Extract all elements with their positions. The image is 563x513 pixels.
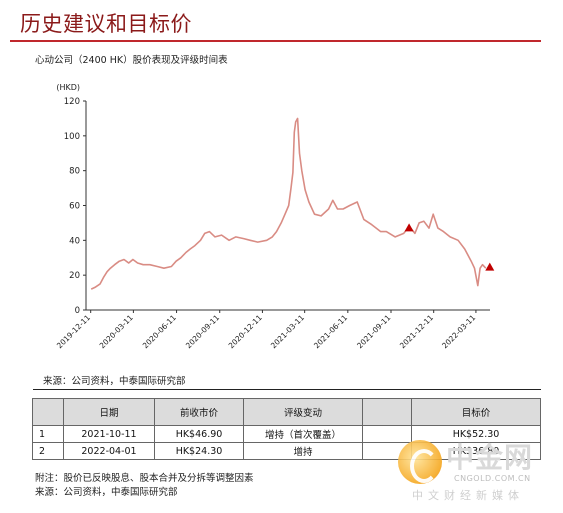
adjustment-note: 附注：股价已反映股息、股本合并及分拆等调整因素 [35,473,254,484]
cell-index: 2 [32,442,64,460]
cell-prev-close: HK$46.90 [154,425,244,443]
cell-target-price: HK$36.80 [411,442,541,460]
y-tick-label: 80 [69,167,80,177]
cell-rating-change: 增持（首次覆盖） [243,425,363,443]
table-row: 2 2022-04-01 HK$24.30 增持 HK$36.80 [32,442,541,460]
plot-area [90,117,495,290]
y-tick-label: 100 [64,132,80,142]
title-divider [10,40,541,42]
x-tick-label: 2019-12-11 [55,313,92,350]
rating-marker-triangle [404,223,414,232]
x-axis: 2019-12-11 2020-03-11 2020-06-11 2020-09-11… [55,309,490,350]
y-tick-label: 0 [75,306,80,316]
x-tick-label: 2021-03-11 [269,313,306,350]
col-header-blank [362,398,412,426]
chart-source: 来源：公司资料，中泰国际研究部 [43,376,186,387]
y-tick-label: 20 [69,271,80,281]
cell-rating-change: 增持 [243,442,363,460]
y-tick-label: 120 [64,97,80,107]
page-title: 历史建议和目标价 [20,12,192,36]
cell-target-price: HK$52.30 [411,425,541,443]
chart-caption: 心动公司（2400 HK）股价表现及评级时间表 [35,55,228,66]
col-header-rating-change: 评级变动 [243,398,363,426]
price-line-chart: (HKD) 0 20 40 60 80 100 120 2019-12-11 2020-03-1… [55,83,495,350]
series-line [90,117,487,290]
cell-prev-close: HK$24.30 [154,442,244,460]
x-tick-label: 2021-12-11 [398,313,435,350]
table-header-row: 日期 前收市价 评级变动 目标价 [32,398,541,426]
rating-table: 日期 前收市价 评级变动 目标价 1 2021-10-11 HK$46.90 增… [32,398,541,460]
cell-date: 2022-04-01 [63,442,155,460]
table-row: 1 2021-10-11 HK$46.90 增持（首次覆盖） HK$52.30 [32,425,541,443]
rating-marker-triangle [485,262,495,271]
col-header-prev-close: 前收市价 [154,398,244,426]
x-tick-label: 2021-06-11 [312,313,349,350]
watermark-url: CNGOLD.COM.CN [454,474,531,483]
x-tick-label: 2020-03-11 [98,313,135,350]
x-tick-label: 2020-06-11 [141,313,178,350]
watermark-slogan: 中文财经新媒体 [412,489,524,502]
cell-blank [362,442,412,460]
source-divider [33,389,541,390]
col-header-target-price: 目标价 [411,398,541,426]
cell-index: 1 [32,425,64,443]
x-tick-label: 2020-09-11 [184,313,221,350]
y-tick-label: 60 [69,202,80,212]
y-tick-label: 40 [69,236,80,246]
x-tick-label: 2022-03-11 [440,313,477,350]
cell-date: 2021-10-11 [63,425,155,443]
col-header-date: 日期 [63,398,155,426]
x-tick-label: 2020-12-11 [227,313,264,350]
y-axis: (HKD) 0 20 40 60 80 100 120 [56,83,87,316]
col-header-index [32,398,64,426]
table-source: 来源：公司资料，中泰国际研究部 [35,487,178,498]
cell-blank [362,425,412,443]
y-axis-unit-label: (HKD) [56,83,80,92]
x-tick-label: 2021-09-11 [355,313,392,350]
